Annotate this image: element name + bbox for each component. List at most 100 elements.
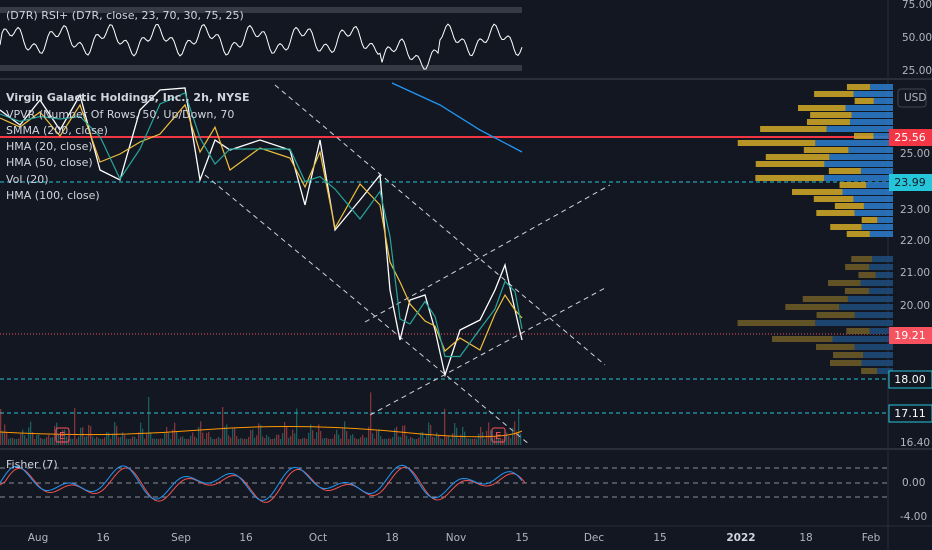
volume-profile-down (846, 328, 870, 334)
volume-bar (186, 438, 188, 445)
volume-bar (78, 436, 80, 445)
volume-bar (228, 435, 230, 445)
volume-bar (402, 425, 404, 445)
volume-bar (488, 422, 490, 445)
volume-bar (462, 426, 464, 445)
volume-profile-up (824, 175, 893, 181)
rsi-axis-label: 25.00 (902, 65, 932, 77)
volume-bar (328, 438, 330, 445)
volume-bar (446, 436, 448, 445)
volume-profile-down (830, 224, 862, 230)
volume-bar (512, 427, 514, 445)
time-axis-label: Nov (446, 532, 467, 544)
volume-bar (334, 434, 336, 445)
volume-profile-up (873, 133, 893, 139)
rsi-band-bottom (0, 65, 522, 71)
volume-bar (12, 437, 14, 445)
price-line (0, 87, 523, 378)
volume-bar (150, 432, 152, 445)
volume-bar (76, 438, 78, 445)
volume-bar (366, 437, 368, 445)
price-tag-bg (889, 174, 932, 191)
volume-bar (172, 429, 174, 445)
price-tag-bg (888, 370, 932, 389)
currency-label[interactable]: USD (904, 92, 926, 104)
volume-bar (398, 436, 400, 445)
volume-bar (300, 438, 302, 445)
volume-bar (42, 438, 44, 445)
volume-bar (434, 437, 436, 445)
volume-profile-up (869, 328, 893, 334)
volume-bar (250, 430, 252, 445)
volume-bar (176, 431, 178, 445)
time-axis-label: 15 (653, 532, 666, 544)
volume-bar (40, 437, 42, 445)
price-tag-bg (889, 327, 932, 344)
volume-bar (412, 438, 414, 445)
volume-bar (100, 438, 102, 445)
currency-box[interactable] (897, 88, 927, 108)
volume-bar (74, 408, 76, 445)
volume-bar (438, 434, 440, 445)
time-axis-label: 15 (515, 532, 528, 544)
volume-profile-up (829, 154, 893, 160)
volume-bar (154, 438, 156, 445)
volume-bar (470, 438, 472, 445)
volume-bar (160, 438, 162, 445)
volume-bar (392, 437, 394, 445)
volume-bar (158, 438, 160, 445)
price-tag: 18.00 (894, 373, 926, 386)
time-axis-label: Aug (28, 532, 49, 544)
volume-bar (102, 438, 104, 445)
volume-bar (350, 435, 352, 445)
volume-profile-down (851, 256, 873, 262)
volume-profile-down (846, 231, 870, 237)
volume-bar (372, 433, 374, 445)
volume-bar (24, 435, 26, 445)
earnings-marker[interactable] (55, 427, 70, 443)
volume-profile-up (868, 288, 893, 294)
volume-bar (144, 438, 146, 445)
volume-bar (278, 434, 280, 445)
volume-bar (450, 438, 452, 445)
volume-bar (208, 431, 210, 445)
volume-bar (486, 430, 488, 445)
earnings-label[interactable]: E (495, 431, 501, 442)
volume-bar (26, 438, 28, 445)
volume-bar (134, 436, 136, 445)
volume-bar (436, 432, 438, 445)
volume-profile-up (863, 352, 893, 358)
volume-bar (166, 426, 168, 445)
volume-bar (220, 438, 222, 445)
volume-bar (330, 438, 332, 445)
volume-bar (376, 430, 378, 445)
volume-profile-up (861, 360, 893, 366)
trend-channel (204, 174, 531, 446)
price-tag: 17.11 (894, 407, 926, 420)
volume-bar (232, 427, 234, 445)
price-axis-label: 22.00 (900, 235, 930, 247)
volume-bar (424, 438, 426, 445)
volume-bar (396, 426, 398, 445)
volume-profile-up (863, 203, 893, 209)
volume-profile-down (760, 126, 827, 132)
rsi-band-top (0, 7, 522, 13)
fisher-legend: Fisher (7) (6, 458, 58, 471)
volume-bar (454, 422, 456, 445)
volume-bar (212, 438, 214, 445)
fisher-trigger (0, 466, 526, 503)
volume-profile-down (844, 288, 869, 294)
earnings-label[interactable]: E (59, 431, 65, 442)
earnings-marker[interactable] (491, 427, 506, 443)
volume-bar (360, 437, 362, 445)
volume-bar (164, 433, 166, 445)
volume-profile-up (848, 147, 893, 153)
time-axis-label: 2022 (726, 532, 755, 544)
price-tag: 25.56 (894, 131, 926, 144)
volume-bar (156, 438, 158, 445)
volume-bar (248, 437, 250, 445)
volume-bar (516, 431, 518, 445)
volume-bar (458, 438, 460, 445)
volume-bar (472, 438, 474, 445)
